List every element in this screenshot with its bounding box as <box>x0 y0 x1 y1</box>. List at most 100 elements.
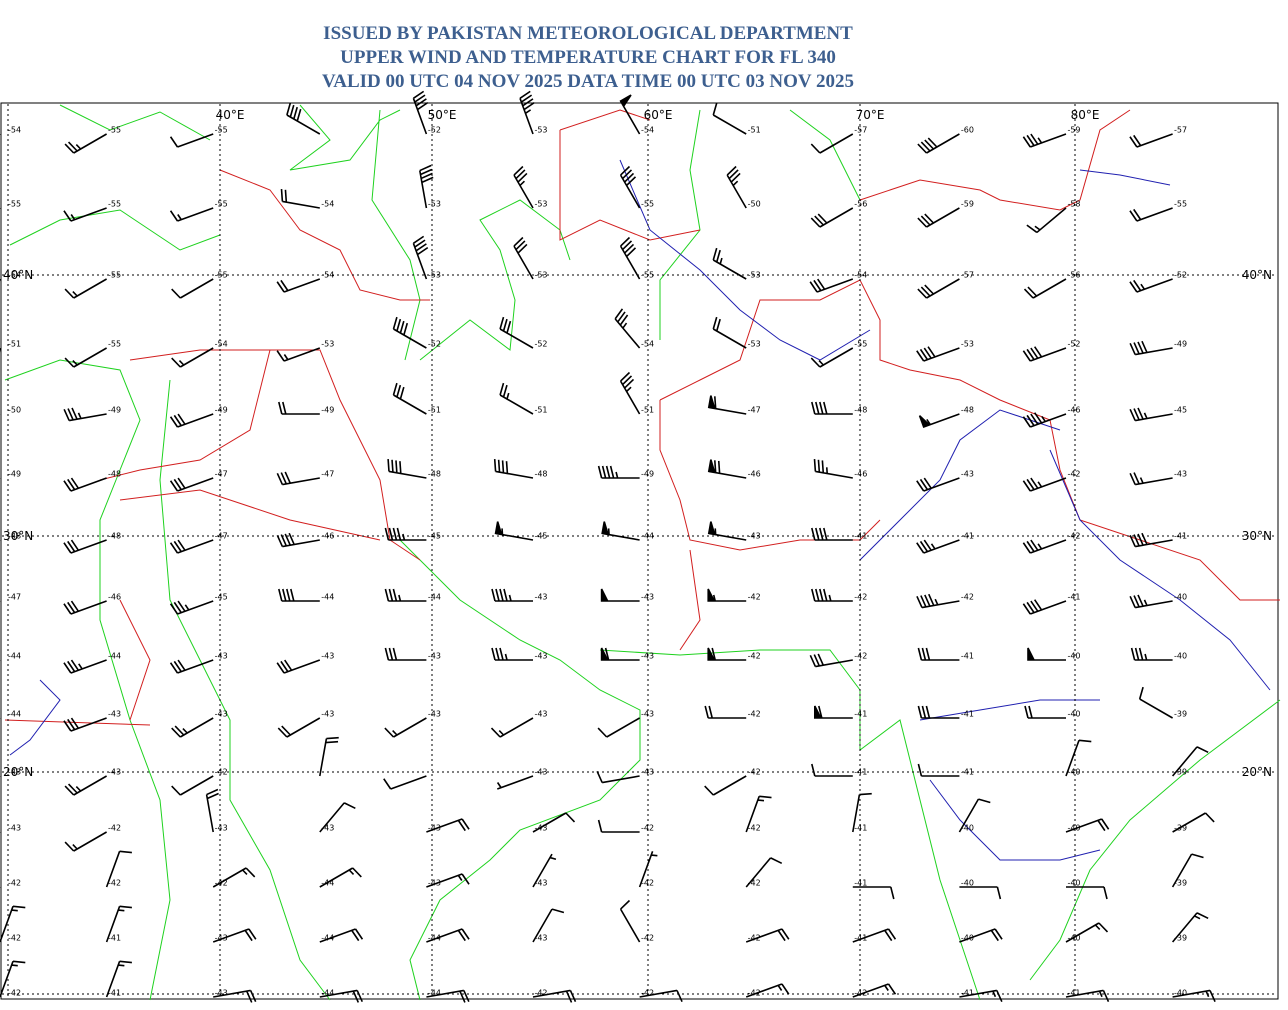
wind-barb <box>917 647 960 661</box>
wind-barb <box>745 928 790 943</box>
temperature: -44 <box>321 593 334 602</box>
wind-barb <box>412 90 429 135</box>
wind-barb <box>1129 407 1173 422</box>
wind-barb <box>704 705 747 719</box>
wind-barb <box>426 818 470 833</box>
temperature: -53 <box>748 271 761 280</box>
temperature: -51 <box>428 406 441 415</box>
temperature: -40 <box>1174 652 1187 661</box>
longitude-label: 60°E <box>644 108 673 122</box>
temperature: -42 <box>748 652 761 661</box>
temperature: -42 <box>748 593 761 602</box>
wind-barb <box>707 588 747 602</box>
temperature: -43 <box>8 768 21 777</box>
temperature: -51 <box>641 406 654 415</box>
temperature: -42 <box>8 879 21 888</box>
wind-barb <box>171 347 214 368</box>
temperature: -41 <box>854 824 867 833</box>
wind-barb <box>1022 539 1067 554</box>
temperature: -43 <box>534 710 547 719</box>
wind-barb <box>600 588 640 602</box>
temperature: -55 <box>108 200 121 209</box>
wind-barb <box>286 102 321 135</box>
temperature: -45 <box>215 593 228 602</box>
temperature: -41 <box>961 710 974 719</box>
temperature: -53 <box>534 126 547 135</box>
wind-barb <box>1172 812 1215 833</box>
wind-barb <box>319 989 363 1003</box>
temperature: -43 <box>215 652 228 661</box>
wind-barb <box>63 659 107 674</box>
wind-barb <box>532 908 565 943</box>
wind-barb <box>745 795 772 833</box>
wind-barb <box>276 659 321 674</box>
wind-barb <box>1027 647 1066 661</box>
wind-barb <box>319 928 364 943</box>
longitude-label: 80°E <box>1071 108 1100 122</box>
temperature: -53 <box>534 200 547 209</box>
temperature: -53 <box>428 200 441 209</box>
temperature: -42 <box>854 593 867 602</box>
temperature: -40 <box>1067 768 1080 777</box>
map-frame <box>0 102 1279 1000</box>
wind-barb <box>597 465 640 479</box>
temperature: -42 <box>534 989 547 998</box>
temperature: -50 <box>8 406 21 415</box>
coastlines <box>4 104 1281 1001</box>
title-line: UPPER WIND AND TEMPERATURE CHART FOR FL … <box>340 47 836 68</box>
temperature: -42 <box>641 824 654 833</box>
wind-barb <box>619 371 641 415</box>
wind-barb <box>917 763 960 777</box>
wind-barb <box>814 705 853 719</box>
temperature: -41 <box>1067 989 1080 998</box>
temperature: -43 <box>534 934 547 943</box>
wind-barb <box>276 532 320 548</box>
wind-barb <box>809 278 854 293</box>
temperature: -54 <box>215 340 228 349</box>
temperature: -54 <box>8 126 21 135</box>
wind-barb <box>532 853 557 888</box>
temperature: -43 <box>534 652 547 661</box>
wind-barb <box>1129 532 1173 548</box>
wind-barb <box>639 989 683 1003</box>
temperature: -52 <box>428 126 441 135</box>
wind-barb <box>384 647 427 661</box>
temperature: -43 <box>641 768 654 777</box>
temperature: -53 <box>748 340 761 349</box>
temperature: -47 <box>215 470 228 479</box>
wind-barb <box>852 886 895 900</box>
temperature: -46 <box>854 470 867 479</box>
temperature: -43 <box>321 710 334 719</box>
temperature: -41 <box>854 532 867 541</box>
temperature: -41 <box>108 989 121 998</box>
temperature: -48 <box>854 406 867 415</box>
temperature: -55 <box>215 271 228 280</box>
wind-barb <box>852 792 872 833</box>
temperature: -42 <box>641 879 654 888</box>
wind-barb <box>64 831 107 852</box>
wind-barb <box>171 775 214 796</box>
temperature: -40 <box>961 934 974 943</box>
wind-barb <box>852 928 897 943</box>
temperature: -41 <box>961 989 974 998</box>
temperature: -54 <box>8 271 21 280</box>
wind-barb <box>596 770 640 784</box>
wind-barb <box>169 659 214 674</box>
wind-barb <box>811 588 853 602</box>
wind-barb <box>169 133 214 148</box>
longitude-label: 50°E <box>428 108 457 122</box>
temperature: -45 <box>428 532 441 541</box>
wind-barb <box>277 717 321 738</box>
temperature: -43 <box>641 593 654 602</box>
wind-barb <box>809 653 853 668</box>
temperature: -41 <box>1174 532 1187 541</box>
title-line: VALID 00 UTC 04 NOV 2025 DATA TIME 00 UT… <box>322 71 854 92</box>
wind-barb <box>810 207 854 228</box>
temperature: -49 <box>321 406 334 415</box>
wind-barb <box>63 407 107 422</box>
wind-barb <box>619 899 641 943</box>
temperature: -55 <box>641 200 654 209</box>
wind-barb <box>1129 472 1173 486</box>
temperature: -42 <box>641 934 654 943</box>
temperature: -47 <box>321 470 334 479</box>
